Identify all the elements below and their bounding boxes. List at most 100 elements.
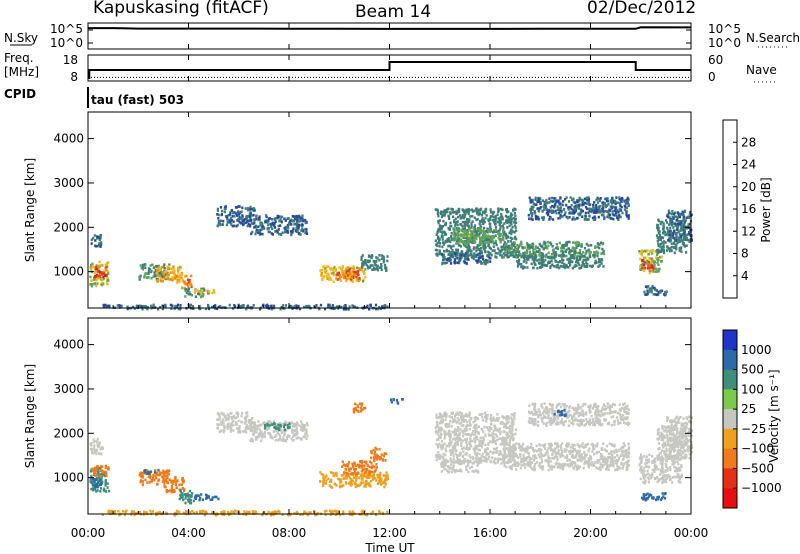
velocity-cell [170,481,173,484]
power-cell [482,242,485,245]
power-cell [452,244,455,248]
power-cell [586,265,589,268]
power-cell [673,246,676,249]
power-cell [498,233,501,237]
velocity-cell [439,454,442,457]
power-cell [176,303,179,307]
power-cell [573,257,576,260]
power-cell [612,213,615,217]
power-cell [98,241,101,245]
power-cell [473,225,476,229]
velocity-cell [436,422,439,425]
power-cell-group [641,258,655,272]
power-cell [597,265,600,268]
velocity-cell [360,466,363,469]
velocity-cell [90,447,94,451]
velocity-cell [230,417,233,421]
velocity-cell [479,436,482,440]
power-cell [508,247,512,250]
power-cell [450,238,453,241]
velocity-cell [386,477,390,480]
power-cell [173,269,176,272]
power-cell [104,303,107,307]
velocity-cell [448,422,451,426]
velocity-cell [453,433,456,437]
velocity-cell [465,447,468,450]
power-cell [688,231,691,234]
power-cell [440,210,443,214]
velocity-cell [449,443,452,447]
power-cell [229,213,232,216]
power-cell [656,257,659,260]
velocity-cell [367,482,370,485]
velocity-cell [335,474,338,477]
velocity-cell [439,420,442,423]
power-cell [460,256,463,259]
power-cell [558,254,561,257]
power-cell [506,226,509,229]
velocity-cell [96,489,99,492]
power-cell [249,224,252,228]
power-cell-group [528,196,542,206]
power-cell [641,266,644,270]
power-cell [597,258,601,261]
velocity-cell [179,488,182,492]
power-cell [617,218,620,221]
velocity-cell [286,435,289,439]
power-cell [516,260,519,263]
velocity-cell [489,460,492,464]
power-cell [683,232,686,235]
power-cell [278,215,281,218]
power-cell [356,277,359,280]
power-cell [217,213,220,217]
power-cell [455,232,458,235]
power-cell [96,236,99,240]
power-cell [683,235,686,239]
velocity-cell [319,471,322,474]
power-cell [341,265,344,268]
power-cell [678,215,681,218]
velocity-cell [445,449,448,453]
power-cell [335,277,338,280]
power-cell [464,212,467,216]
power-cell [279,217,282,221]
velocity-cell [241,412,244,415]
velocity-cell [340,480,343,484]
power-cell [178,265,182,269]
velocity-cell-group [263,422,291,432]
power-cell [502,238,505,242]
power-cell [568,260,571,264]
velocity-cell [465,425,468,429]
velocity-cell [368,465,371,469]
power-cell [659,238,662,242]
power-cell [467,251,470,254]
power-cell [568,215,571,219]
velocity-cell [141,483,144,486]
power-cell [98,260,101,264]
power-cell [474,234,477,238]
velocity-cell [373,465,376,469]
velocity-cell [234,423,237,427]
velocity-cell [440,440,444,443]
power-cell [173,274,176,278]
power-cell [220,213,223,217]
power-cell [578,263,581,267]
power-cell [522,260,525,263]
power-cell [291,307,294,310]
velocity-cell [440,428,443,432]
velocity-cell [499,443,502,446]
velocity-cell [498,453,501,457]
power-cell [608,213,611,217]
power-cell [547,251,550,255]
power-cell [321,278,324,282]
power-cell [436,212,439,216]
power-cell [619,204,622,207]
power-cell [654,270,657,273]
power-cell [587,200,590,203]
power-cell [646,259,649,263]
power-cell [459,245,463,248]
power-cell [589,251,593,254]
power-cell [553,197,556,200]
power-cell [484,242,487,245]
power-cell [287,217,290,220]
